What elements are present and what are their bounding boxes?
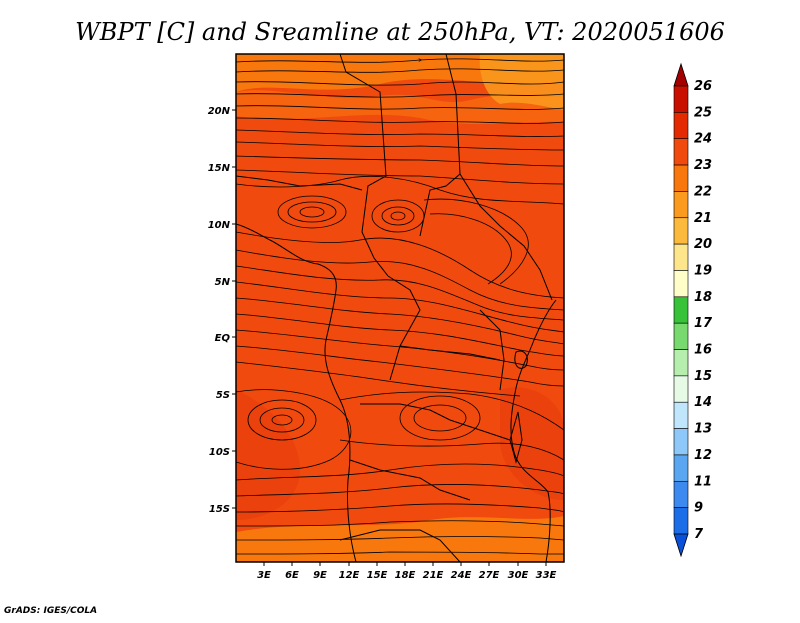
lon-axis: 3E 6E 9E 12E 15E 18E 21E 24E 27E 30E 33E <box>257 562 557 581</box>
lon-label: 24E <box>451 570 472 581</box>
border-6 <box>360 403 511 441</box>
colorbar-segment <box>673 375 689 403</box>
colorbar-label: 23 <box>694 158 712 173</box>
colorbar-label: 15 <box>694 369 712 384</box>
lon-label: 33E <box>536 570 557 581</box>
border-1 <box>339 54 389 277</box>
colorbar: 26 25 24 23 22 21 20 19 18 17 16 15 14 13 12 11 9 7 <box>673 62 713 558</box>
coastline-west-africa <box>236 223 357 562</box>
map-panel: 20N 15N 10N 5N EQ 5S 10S 15S 3E 6E 9E 12… <box>208 53 565 581</box>
colorbar-label: 19 <box>694 263 712 278</box>
border-9 <box>479 309 505 391</box>
colorbar-bottom-arrow <box>673 533 689 558</box>
lon-label: 6E <box>285 570 299 581</box>
warm-patch-ne <box>479 54 564 110</box>
lat-label: 5S <box>216 390 230 401</box>
lon-label: 18E <box>395 570 416 581</box>
colorbar-label: 13 <box>694 422 712 437</box>
colorbar-segment <box>673 112 689 140</box>
colorbar-label: 12 <box>694 448 712 463</box>
border-8 <box>339 529 461 562</box>
lat-label: 20N <box>208 106 231 117</box>
coastline-east-africa <box>510 299 557 562</box>
lon-label: 12E <box>339 570 360 581</box>
lat-label: 10S <box>209 447 230 458</box>
streamlines <box>236 59 564 555</box>
lon-label: 3E <box>257 570 271 581</box>
colorbar-segment <box>673 454 689 482</box>
colorbar-segment <box>673 243 689 271</box>
colorbar-segment <box>673 138 689 166</box>
colorbar-segment <box>673 85 689 113</box>
colorbar-label: 14 <box>694 395 712 410</box>
dark-patch-sw <box>236 390 300 520</box>
colorbar-segment <box>673 507 689 535</box>
lat-axis: 20N 15N 10N 5N EQ 5S 10S 15S <box>208 106 236 515</box>
colorbar-label: 22 <box>694 184 712 199</box>
lake-outline <box>514 350 528 369</box>
colorbar-segment <box>673 401 689 429</box>
colorbar-label: 11 <box>694 474 712 489</box>
colorbar-label: 25 <box>694 105 712 120</box>
colorbar-segment <box>673 322 689 350</box>
border-5 <box>459 173 553 301</box>
border-2 <box>419 54 461 237</box>
colorbar-label: 9 <box>694 501 703 516</box>
lat-label: 15S <box>209 504 230 515</box>
colorbar-segment <box>673 164 689 192</box>
colorbar-segment <box>673 217 689 245</box>
lon-label: 21E <box>423 570 444 581</box>
colorbar-label: 7 <box>694 527 704 542</box>
colorbar-label: 24 <box>694 132 712 147</box>
colorbar-segment <box>673 296 689 324</box>
colorbar-segment <box>673 480 689 508</box>
lat-label: 15N <box>208 163 231 174</box>
colorbar-label: 18 <box>694 290 712 305</box>
colorbar-top-arrow <box>673 62 689 87</box>
border-7 <box>349 459 471 501</box>
warm-band-south <box>236 516 564 562</box>
map-title: WBPT [C] and Sreamline at 250hPa, VT: 20… <box>75 18 725 46</box>
colorbar-label: 16 <box>694 343 712 358</box>
lon-label: 15E <box>367 570 388 581</box>
border-10 <box>399 345 501 361</box>
colorbar-label: 21 <box>694 211 712 226</box>
colorbar-segment <box>673 428 689 456</box>
lat-label: 5N <box>215 277 231 288</box>
warm-band-north-2 <box>236 90 564 125</box>
lon-label: 9E <box>313 570 327 581</box>
colorbar-label: 20 <box>694 237 712 252</box>
map-frame <box>235 53 565 563</box>
lat-label: EQ <box>215 333 231 344</box>
lake-outline-2 <box>509 411 523 464</box>
lat-label: 10N <box>208 220 231 231</box>
border-3 <box>236 175 363 191</box>
colorbar-segment <box>673 191 689 219</box>
colorbar-label: 26 <box>694 79 712 94</box>
lon-label: 30E <box>508 570 529 581</box>
credit-label: GrADS: IGES/COLA <box>4 606 97 616</box>
lon-label: 27E <box>479 570 500 581</box>
colorbar-segment <box>673 349 689 377</box>
colorbar-label: 17 <box>694 316 713 331</box>
colorbar-segment <box>673 270 689 298</box>
border-4 <box>387 275 421 381</box>
country-borders <box>236 54 557 562</box>
